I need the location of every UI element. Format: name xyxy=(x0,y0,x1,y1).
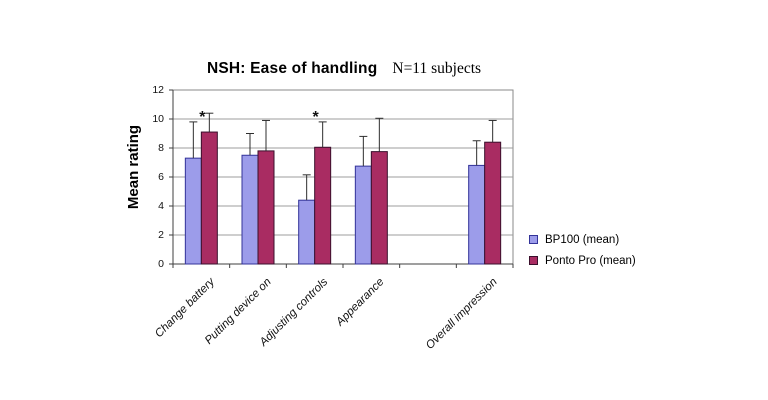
bar-pontopro-2 xyxy=(314,146,332,265)
bar-bp100-4 xyxy=(468,164,486,265)
y-tick-label: 10 xyxy=(152,112,164,125)
bar-bp100-2 xyxy=(298,199,316,265)
significance-asterisk: * xyxy=(199,109,206,126)
bar-bp100-1 xyxy=(241,154,259,265)
y-tick-label: 12 xyxy=(152,83,164,96)
y-tick-label: 2 xyxy=(158,228,164,241)
chart-title: NSH: Ease of handling N=11 subjects xyxy=(171,60,517,78)
bar-pontopro-3 xyxy=(370,151,388,265)
chart-title-main: NSH: Ease of handling xyxy=(206,60,378,77)
legend-label: Ponto Pro (mean) xyxy=(545,254,636,267)
legend-swatch-icon xyxy=(529,256,538,265)
legend: BP100 (mean) Ponto Pro (mean) xyxy=(529,229,636,271)
bar-pontopro-0 xyxy=(200,131,218,265)
bar-bp100-3 xyxy=(354,165,372,265)
legend-swatch-icon xyxy=(529,235,538,244)
legend-item: Ponto Pro (mean) xyxy=(529,250,636,271)
significance-asterisk: * xyxy=(313,109,320,126)
legend-label: BP100 (mean) xyxy=(545,233,620,246)
y-tick-label: 8 xyxy=(158,141,164,154)
bar-bp100-0 xyxy=(184,157,202,265)
y-tick-label: 0 xyxy=(158,257,164,270)
legend-item: BP100 (mean) xyxy=(529,229,636,250)
bar-pontopro-1 xyxy=(257,150,275,265)
y-tick-label: 4 xyxy=(158,199,164,212)
bar-pontopro-4 xyxy=(484,141,502,265)
y-tick-label: 6 xyxy=(158,170,164,183)
chart-title-note: N=11 subjects xyxy=(392,60,482,77)
